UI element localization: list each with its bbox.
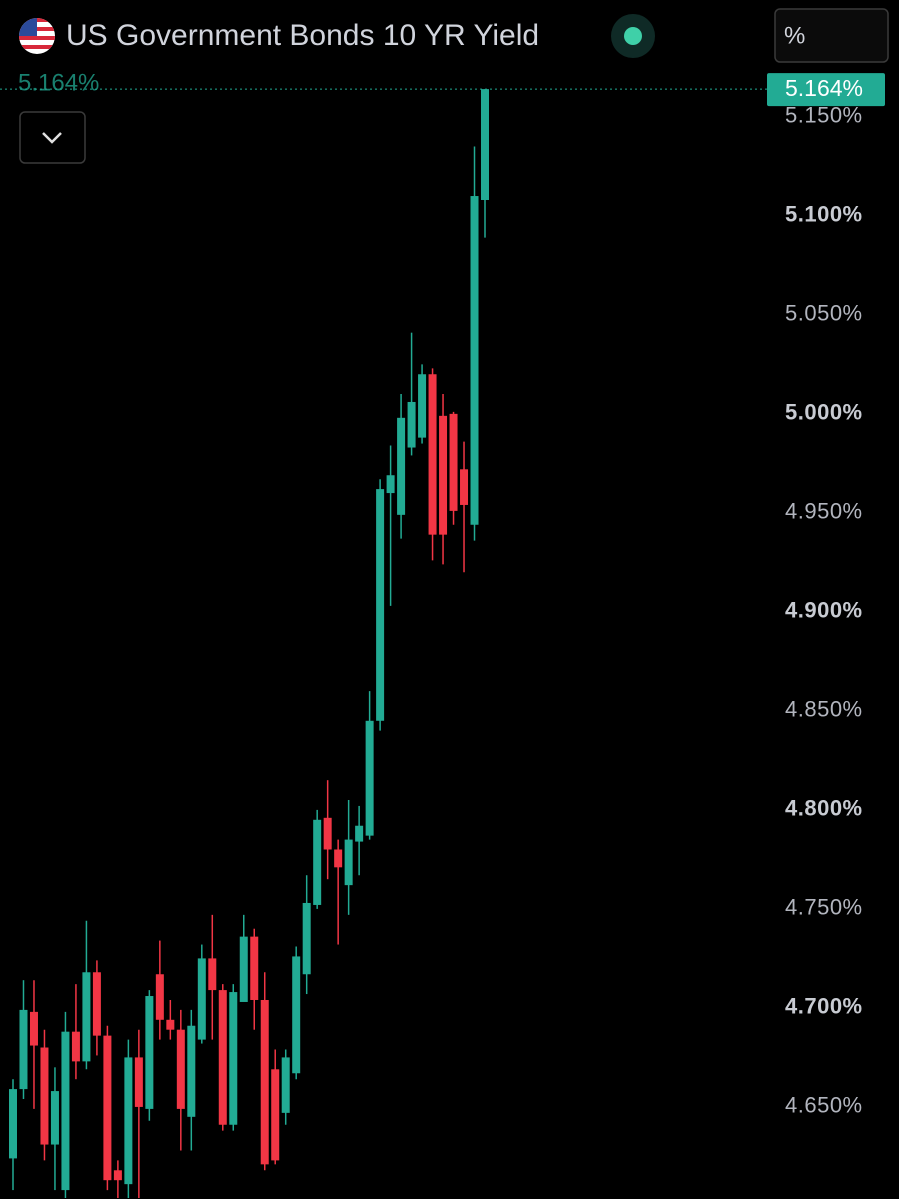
candle-body — [134, 1057, 143, 1107]
y-tick-label: 4.900% — [785, 598, 863, 623]
candle-body — [103, 1035, 112, 1181]
candle-body — [239, 936, 248, 1002]
candle-body — [82, 972, 91, 1062]
plot-area — [9, 89, 489, 1199]
candle-body — [418, 374, 427, 438]
y-tick-label: 5.000% — [785, 400, 863, 425]
y-tick-label: 4.650% — [785, 1093, 863, 1118]
candle-body — [9, 1089, 17, 1159]
chevron-icon[interactable] — [42, 132, 62, 144]
candle-body — [397, 417, 406, 515]
candle-body — [470, 196, 479, 525]
y-tick-label: 4.700% — [785, 994, 863, 1019]
candle-body — [271, 1069, 280, 1161]
candle-body — [155, 974, 164, 1020]
candle-body — [61, 1031, 70, 1191]
candle-body — [302, 902, 311, 975]
candle-body — [313, 819, 322, 905]
candle-body — [481, 89, 489, 200]
candle-body — [229, 992, 238, 1125]
chart-title: US Government Bonds 10 YR Yield — [66, 19, 539, 52]
candle-body — [197, 958, 206, 1040]
candle-body — [365, 720, 374, 836]
last-price-badge-label: 5.164% — [785, 75, 863, 101]
y-tick-label: 5.100% — [785, 202, 863, 227]
last-price-badge — [767, 73, 885, 107]
candle-body — [208, 958, 217, 991]
candle-body — [166, 1019, 175, 1030]
candle-body — [428, 374, 437, 535]
y-tick-label: 5.050% — [785, 301, 863, 326]
y-tick-label: 4.750% — [785, 895, 863, 920]
candle-body — [281, 1057, 290, 1113]
status-dot — [624, 27, 642, 45]
unit-button-label[interactable]: % — [784, 22, 805, 49]
candle-body — [29, 1011, 38, 1046]
candle-body — [50, 1091, 59, 1145]
candle-body — [323, 817, 332, 850]
last-price-left-label: 5.164% — [18, 69, 99, 96]
candle-body — [386, 475, 395, 494]
candle-body — [355, 825, 364, 842]
candle-body — [71, 1031, 80, 1062]
candle-body — [176, 1029, 185, 1109]
y-tick-label: 4.950% — [785, 499, 863, 524]
collapse-button[interactable] — [19, 111, 86, 164]
candle-body — [449, 413, 458, 511]
header: US Government Bonds 10 YR Yield % — [19, 8, 889, 164]
unit-button[interactable] — [774, 8, 889, 63]
candle-body — [40, 1047, 49, 1145]
candle-body — [124, 1057, 133, 1185]
candle-body — [407, 401, 416, 448]
candle-body — [218, 990, 227, 1125]
candle-body — [439, 415, 448, 535]
candle-body — [250, 936, 259, 1000]
y-tick-label: 4.800% — [785, 796, 863, 821]
candle-body — [113, 1170, 122, 1181]
candle-body — [260, 999, 269, 1165]
candle-body — [344, 839, 353, 886]
candle-body — [187, 1025, 196, 1117]
y-tick-label: 5.150% — [785, 103, 863, 128]
candle-body — [92, 972, 101, 1036]
y-tick-label: 4.850% — [785, 697, 863, 722]
candle-body — [145, 996, 154, 1109]
candle-body — [19, 1009, 28, 1090]
candle-body — [460, 469, 469, 505]
candle-body — [376, 489, 385, 721]
flag-icon — [19, 18, 55, 54]
candle-body — [334, 849, 343, 868]
candle-body — [292, 956, 301, 1074]
